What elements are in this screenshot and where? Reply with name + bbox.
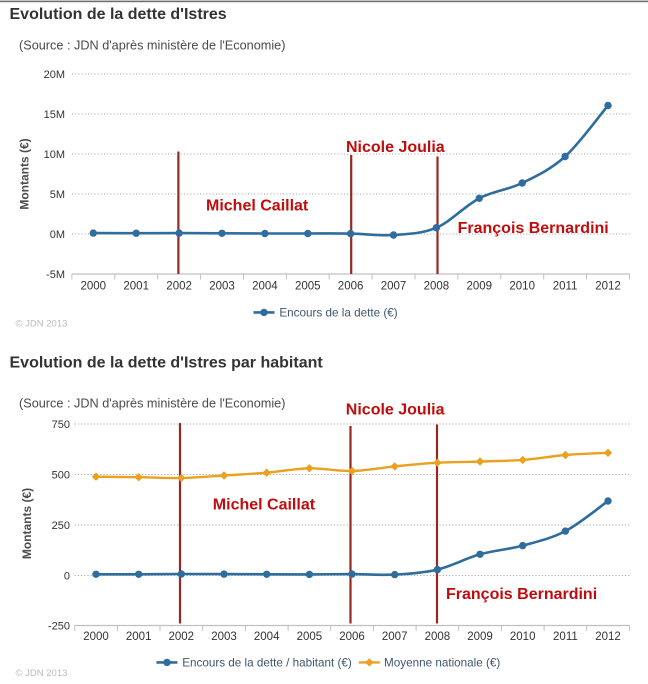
svg-text:10M: 10M [44, 149, 65, 161]
svg-text:(Source : JDN d'après ministèr: (Source : JDN d'après ministère de l'Eco… [19, 397, 285, 411]
svg-text:0M: 0M [50, 229, 65, 241]
svg-text:François Bernardini: François Bernardini [458, 220, 609, 237]
svg-text:Nicole Joulia: Nicole Joulia [346, 401, 445, 418]
svg-text:2012: 2012 [595, 631, 621, 643]
svg-text:Nicole Joulia: Nicole Joulia [346, 139, 445, 156]
svg-text:2010: 2010 [510, 631, 536, 643]
svg-text:2004: 2004 [252, 281, 278, 293]
svg-text:Moyenne nationale (€): Moyenne nationale (€) [384, 657, 500, 670]
svg-text:Evolution de la dette d'Istres: Evolution de la dette d'Istres [10, 6, 227, 23]
svg-text:Encours de la dette (€): Encours de la dette (€) [279, 307, 397, 320]
svg-text:2003: 2003 [209, 281, 235, 293]
svg-text:2011: 2011 [553, 281, 578, 293]
svg-text:2002: 2002 [166, 281, 192, 293]
svg-text:Montants (€): Montants (€) [20, 488, 34, 559]
svg-text:Michel Caillat: Michel Caillat [213, 497, 316, 514]
svg-text:2007: 2007 [382, 631, 408, 643]
svg-text:2000: 2000 [81, 281, 107, 293]
svg-text:2001: 2001 [126, 631, 152, 643]
svg-text:2003: 2003 [211, 631, 237, 643]
svg-text:2011: 2011 [553, 631, 578, 643]
svg-text:(Source : JDN d'après ministèr: (Source : JDN d'après ministère de l'Eco… [19, 39, 285, 53]
svg-text:© JDN 2013: © JDN 2013 [16, 668, 68, 679]
svg-text:2008: 2008 [424, 281, 450, 293]
svg-text:750: 750 [52, 419, 70, 431]
svg-text:2008: 2008 [425, 631, 451, 643]
svg-text:15M: 15M [44, 109, 65, 121]
svg-text:2002: 2002 [169, 631, 195, 643]
svg-text:250: 250 [52, 520, 70, 532]
svg-text:0: 0 [64, 571, 70, 583]
svg-text:2005: 2005 [295, 281, 321, 293]
svg-text:2010: 2010 [509, 281, 535, 293]
svg-text:20M: 20M [44, 69, 65, 81]
svg-text:2001: 2001 [123, 281, 149, 293]
svg-text:Evolution de la dette d'Istres: Evolution de la dette d'Istres par habit… [10, 354, 324, 371]
svg-text:2012: 2012 [595, 281, 621, 293]
svg-text:François Bernardini: François Bernardini [446, 586, 597, 603]
svg-text:5M: 5M [50, 189, 65, 201]
svg-text:-5M: -5M [46, 269, 65, 281]
svg-text:© JDN 2013: © JDN 2013 [16, 318, 68, 329]
svg-text:2007: 2007 [381, 281, 407, 293]
svg-text:Montants (€): Montants (€) [18, 138, 32, 209]
svg-text:2006: 2006 [339, 631, 365, 643]
svg-text:2006: 2006 [338, 281, 364, 293]
svg-text:2005: 2005 [297, 631, 323, 643]
svg-text:-250: -250 [48, 621, 70, 633]
svg-text:Encours de la dette / habitant: Encours de la dette / habitant (€) [182, 657, 352, 670]
svg-text:500: 500 [52, 470, 70, 482]
svg-text:2009: 2009 [467, 631, 493, 643]
svg-text:Michel Caillat: Michel Caillat [206, 198, 309, 215]
svg-text:2004: 2004 [254, 631, 280, 643]
svg-text:2000: 2000 [83, 631, 109, 643]
svg-text:2009: 2009 [467, 281, 493, 293]
